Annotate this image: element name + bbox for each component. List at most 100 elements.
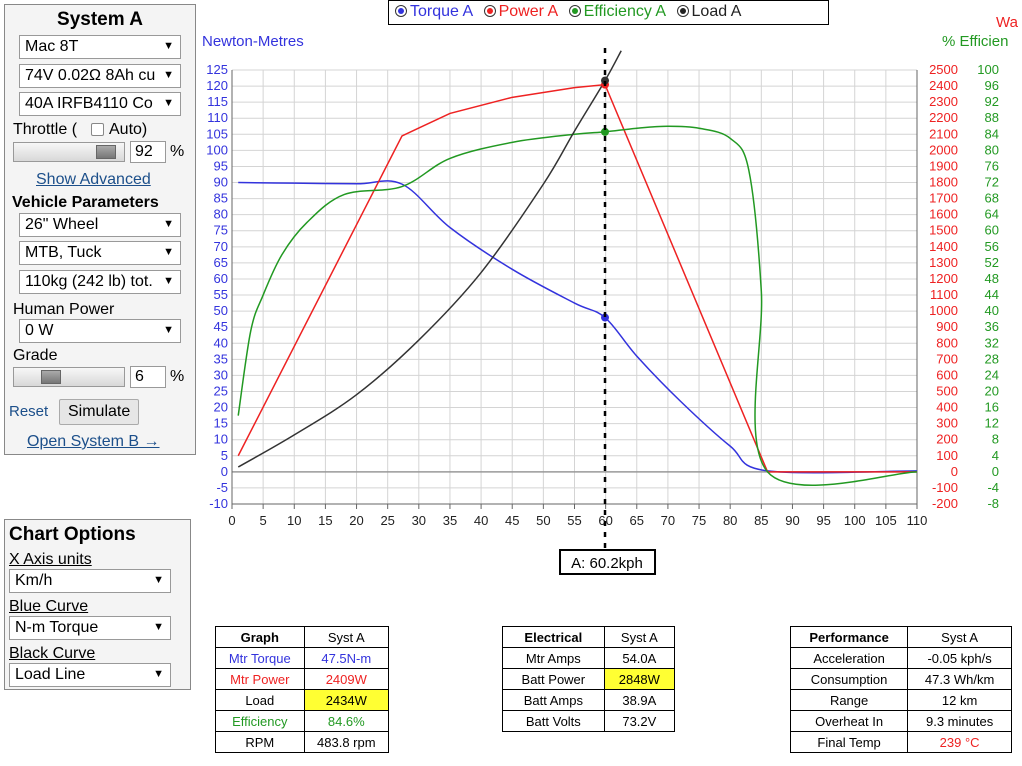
chart-options-panel: Chart Options X Axis units Km/h ▼ Blue Cu…	[4, 519, 191, 690]
efficiency-tick-label: 0	[992, 464, 999, 479]
simulate-button[interactable]: Simulate	[59, 399, 140, 425]
legend-torque[interactable]: Torque A	[395, 3, 473, 21]
efficiency-tick-label: 16	[985, 400, 999, 415]
right-tick-label: 1300	[929, 255, 958, 270]
grade-label: Grade	[13, 347, 58, 364]
x-tick-label: 20	[349, 513, 363, 528]
efficiency-tick-label: 4	[992, 448, 999, 463]
table-row: Consumption 47.3 Wh/km	[789, 668, 1012, 690]
left-tick-label: 30	[214, 367, 228, 382]
chevron-down-icon: ▼	[163, 324, 174, 336]
cursor-readout-box	[559, 549, 657, 575]
chevron-down-icon: ▼	[153, 574, 164, 586]
right-tick-label: 1800	[929, 175, 958, 190]
x-tick-label: 0	[228, 513, 235, 528]
x-tick-label: 15	[318, 513, 332, 528]
show-advanced-link[interactable]: Show Advanced	[36, 171, 151, 188]
left-tick-label: -10	[209, 496, 228, 511]
marker-torque-a	[601, 313, 610, 322]
x-tick-label: 110	[907, 513, 928, 528]
left-tick-label: 35	[214, 351, 228, 366]
right-tick-label: 500	[936, 383, 958, 398]
x-tick-label: 45	[505, 513, 519, 528]
grade-slider[interactable]	[13, 367, 125, 387]
right-tick-label: 1000	[929, 303, 958, 318]
table-row: RPM 483.8 rpm	[215, 731, 390, 753]
left-tick-label: 0	[221, 464, 228, 479]
left-tick-label: 115	[207, 94, 228, 109]
efficiency-tick-label: 12	[985, 416, 999, 431]
human-power-label: Human Power	[13, 301, 115, 318]
efficiency-tick-label: 92	[985, 94, 999, 109]
efficiency-tick-label: 76	[985, 158, 999, 173]
left-tick-label: -5	[216, 480, 228, 495]
grade-input[interactable]: 6	[130, 366, 166, 388]
motor-chart[interactable]: 0 5 10 15 20 25 30 35 40 45 50 55 60 65 70 75 80 85 90 95 10…	[0, 0, 1022, 585]
legend-load[interactable]: Load A	[676, 3, 741, 21]
x-tick-label: 40	[474, 513, 488, 528]
table-row: Batt Power 2848W	[502, 668, 676, 690]
table-cell: 239 °C	[907, 731, 1012, 753]
x-tick-label: 30	[412, 513, 426, 528]
right-tick-label: 400	[936, 400, 958, 415]
efficiency-tick-label: 84	[985, 126, 999, 141]
blue-curve-select[interactable]: N-m Torque ▼	[9, 616, 171, 640]
wheel-select[interactable]: 26" Wheel ▼	[19, 213, 181, 237]
table-row: Efficiency 84.6%	[215, 710, 390, 732]
table-row: Acceleration -0.05 kph/s	[789, 647, 1012, 669]
table-cell: 9.3 minutes	[907, 710, 1012, 732]
x-axis-units-select[interactable]: Km/h ▼	[9, 569, 171, 593]
reset-link[interactable]: Reset	[9, 403, 49, 420]
chart-options-title: Chart Options	[9, 524, 136, 545]
left-tick-label: 70	[214, 239, 228, 254]
right-tick-label: 0	[951, 464, 958, 479]
motor-select[interactable]: Mac 8T ▼	[19, 35, 181, 59]
battery-select[interactable]: 74V 0.02Ω 8Ah cu ▼	[19, 64, 181, 88]
table-cell: Mtr Power	[215, 668, 305, 690]
series-torque-a	[238, 180, 918, 474]
slider-thumb[interactable]	[41, 370, 62, 384]
auto-checkbox[interactable]	[91, 123, 104, 136]
table-cell: Overheat In	[789, 710, 909, 732]
radio-icon	[483, 5, 496, 17]
black-curve-select[interactable]: Load Line ▼	[9, 663, 171, 687]
left-tick-label: 85	[214, 191, 228, 206]
system-a-title: System A	[57, 9, 143, 30]
legend-power[interactable]: Power A	[483, 3, 558, 21]
table-cell: Batt Volts	[502, 710, 605, 732]
frame-select[interactable]: MTB, Tuck ▼	[19, 241, 181, 265]
table-row: Final Temp 239 °C	[789, 731, 1012, 753]
table-cell: 54.0A	[603, 647, 676, 669]
left-tick-label: 110	[207, 110, 228, 125]
table-row: Mtr Torque 47.5N-m	[215, 647, 390, 669]
left-tick-label: 60	[214, 271, 228, 286]
human-power-select[interactable]: 0 W ▼	[19, 319, 181, 343]
throttle-slider[interactable]	[13, 142, 125, 162]
x-tick-label: 105	[875, 513, 897, 528]
radio-icon	[676, 5, 689, 17]
chart-grid	[231, 69, 918, 505]
right-tick-label: 900	[936, 319, 958, 334]
table-row: Mtr Power 2409W	[215, 668, 390, 690]
left-tick-label: 100	[206, 142, 228, 157]
table-cell: Efficiency	[215, 710, 305, 732]
table-header: Performance	[789, 626, 909, 648]
legend-efficiency[interactable]: Efficiency A	[568, 3, 666, 21]
table-cell: 47.5N-m	[303, 647, 390, 669]
chevron-down-icon: ▼	[153, 668, 164, 680]
table-row: Mtr Amps 54.0A	[502, 647, 676, 669]
table-cell: Mtr Amps	[502, 647, 605, 669]
efficiency-tick-label: 88	[985, 110, 999, 125]
percent-label: %	[170, 143, 185, 160]
slider-thumb[interactable]	[95, 145, 116, 159]
x-tick-label: 5	[260, 513, 267, 528]
efficiency-tick-label: 32	[985, 335, 999, 350]
controller-select[interactable]: 40A IRFB4110 Co ▼	[19, 92, 181, 116]
right-tick-label: 2500	[929, 62, 958, 77]
open-system-b-link[interactable]: Open System B →	[27, 433, 160, 450]
throttle-input[interactable]: 92	[130, 141, 166, 163]
left-tick-label: 90	[214, 175, 228, 190]
x-tick-label: 70	[661, 513, 675, 528]
efficiency-tick-label: 44	[985, 287, 999, 302]
weight-select[interactable]: 110kg (242 lb) tot. ▼	[19, 270, 181, 294]
